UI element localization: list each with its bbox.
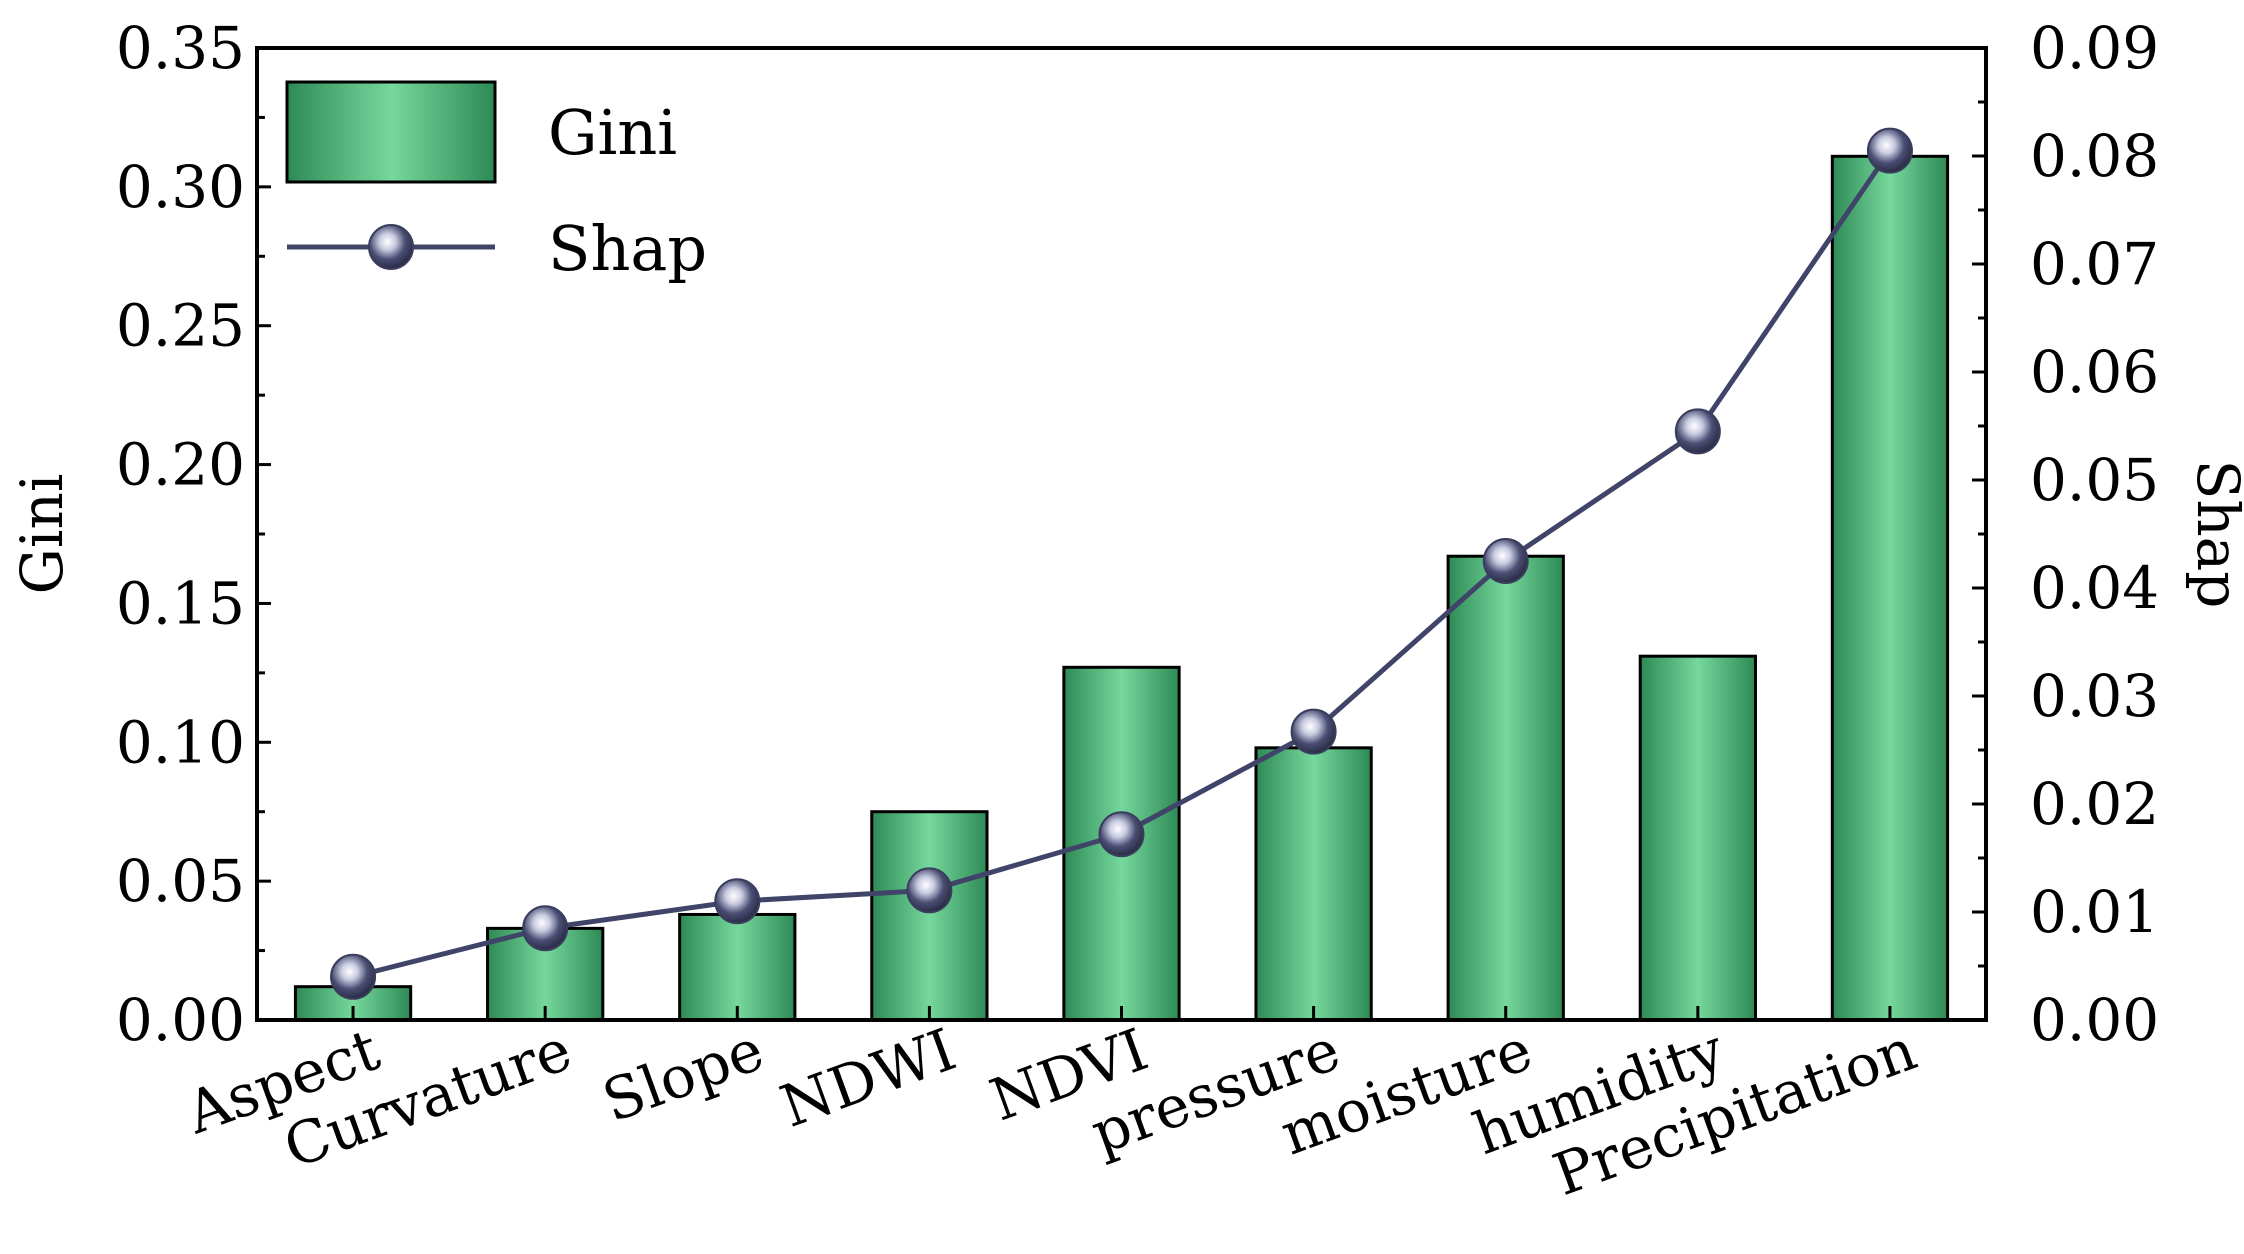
y-left-tick-label: 0.05 xyxy=(116,847,245,915)
y-right-tick-label: 0.05 xyxy=(2030,446,2159,514)
shap-point xyxy=(1098,811,1145,858)
bars-group xyxy=(293,154,1950,1022)
shap-point xyxy=(330,953,377,1000)
y-left-tick-label: 0.15 xyxy=(116,569,245,637)
y-left-tick-label: 0.10 xyxy=(116,708,245,776)
y-left-axis-title: Gini xyxy=(8,474,76,595)
y-right-tick-label: 0.08 xyxy=(2030,122,2159,190)
shap-point xyxy=(1674,408,1721,455)
shap-point xyxy=(1290,708,1337,755)
legend-label-shap: Shap xyxy=(548,212,707,285)
gini-bar xyxy=(1638,654,1757,1022)
legend-swatch-gini xyxy=(285,80,497,184)
legend: Gini Shap xyxy=(285,80,707,285)
shap-point xyxy=(1866,127,1913,174)
y-right-axis-title: Shap xyxy=(2184,460,2244,609)
y-right-tick-label: 0.06 xyxy=(2030,338,2159,406)
y-right-tick-label: 0.00 xyxy=(2030,986,2159,1054)
y-left-tick-label: 0.00 xyxy=(116,986,245,1054)
y-right-tick-label: 0.03 xyxy=(2030,662,2159,730)
gini-bar xyxy=(1446,554,1565,1022)
y-right-tick-label: 0.07 xyxy=(2030,230,2159,298)
shap-point xyxy=(906,867,953,914)
gini-bar xyxy=(1830,154,1950,1022)
gini-bar xyxy=(1254,746,1373,1022)
shap-point xyxy=(522,905,569,952)
gini-bar xyxy=(870,810,989,1022)
shap-point xyxy=(714,878,761,925)
axes-group xyxy=(255,46,1988,1022)
y-right-tick-label: 0.09 xyxy=(2030,14,2159,82)
legend-swatch-shap-marker xyxy=(368,224,414,270)
y-left-tick-label: 0.20 xyxy=(116,431,245,499)
y-left-tick-label: 0.35 xyxy=(116,14,245,82)
y-left-tick-label: 0.25 xyxy=(116,292,245,360)
y-right-tick-label: 0.04 xyxy=(2030,554,2159,622)
y-right-tick-label: 0.02 xyxy=(2030,770,2159,838)
x-tick-label: NDWI xyxy=(772,1015,964,1140)
gini-bar xyxy=(678,912,797,1022)
legend-label-gini: Gini xyxy=(548,96,677,169)
y-left-tick-label: 0.30 xyxy=(116,153,245,221)
y-right-tick-label: 0.01 xyxy=(2030,878,2159,946)
shap-line-group xyxy=(330,127,1913,1000)
shap-point xyxy=(1482,538,1529,584)
x-tick-label: Slope xyxy=(594,1015,772,1135)
